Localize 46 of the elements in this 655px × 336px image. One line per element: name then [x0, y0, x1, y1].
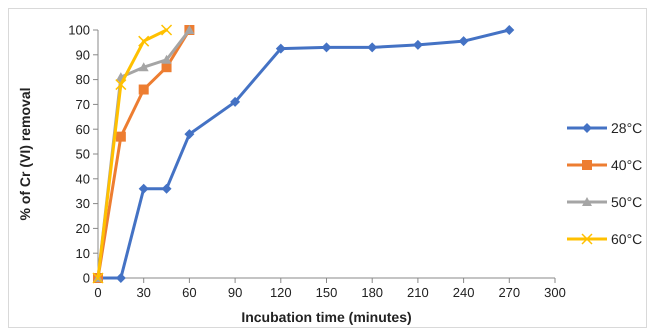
y-tick-label: 100 — [68, 22, 90, 38]
x-tick-label: 30 — [136, 285, 151, 300]
point — [138, 62, 149, 72]
point — [276, 44, 286, 54]
point — [504, 25, 514, 35]
x-tick-label: 240 — [452, 285, 474, 300]
y-tick-label: 30 — [76, 196, 90, 212]
y-tick-label: 60 — [76, 122, 90, 137]
point — [116, 273, 126, 283]
x-tick-label: 150 — [316, 285, 338, 300]
y-tick-label: 50 — [76, 146, 90, 162]
point — [184, 129, 194, 140]
y-axis-title: % of Cr (VI) removal — [17, 87, 33, 221]
x-tick-label: 90 — [228, 285, 242, 300]
y-tick-label: 70 — [76, 96, 90, 112]
x-tick-label: 0 — [94, 285, 102, 300]
point — [367, 42, 378, 52]
point — [160, 24, 172, 36]
point — [138, 184, 149, 194]
x-tick-label: 300 — [544, 285, 566, 300]
point — [138, 84, 149, 95]
point — [162, 54, 172, 64]
legend-label: 50°C — [611, 194, 642, 210]
x-tick-label: 60 — [182, 285, 197, 300]
y-tick-label: 20 — [76, 220, 90, 236]
point — [412, 40, 423, 50]
legend-label: 28°C — [611, 120, 642, 136]
point — [162, 184, 172, 194]
y-tick-label: 80 — [76, 72, 90, 88]
x-tick-label: 210 — [407, 285, 429, 300]
point — [230, 96, 240, 107]
point — [115, 78, 127, 90]
y-tick-label: 0 — [82, 270, 90, 286]
x-tick-label: 180 — [361, 285, 384, 300]
legend-label: 40°C — [611, 156, 642, 173]
y-tick-label: 90 — [76, 47, 90, 62]
x-tick-label: 270 — [498, 285, 520, 300]
point — [116, 132, 126, 142]
y-tick-label: 10 — [76, 246, 90, 261]
x-tick-label: 120 — [270, 285, 292, 300]
x-axis-title: Incubation time (minutes) — [241, 309, 412, 325]
point — [458, 36, 469, 46]
point — [322, 42, 332, 52]
legend-label: 60°C — [611, 230, 642, 247]
point — [138, 35, 150, 47]
y-tick-label: 40 — [76, 171, 90, 186]
